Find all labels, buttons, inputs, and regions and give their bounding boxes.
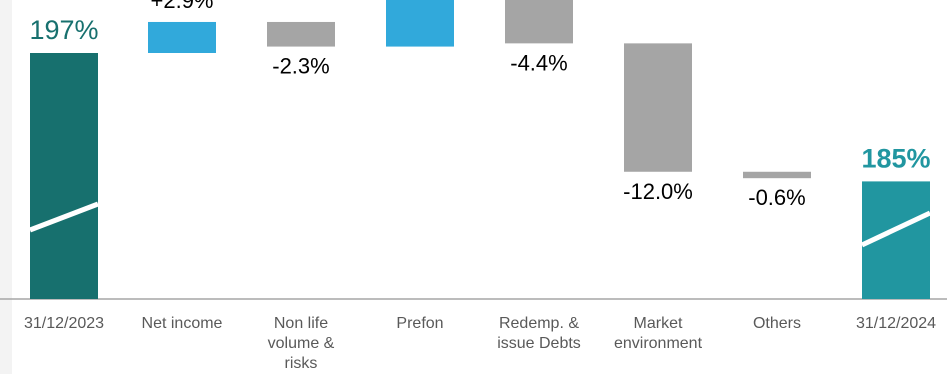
total-value-label-7: 185% [861,143,930,173]
delta-value-label-2: -2.3% [272,54,329,79]
delta-bar-4 [505,0,573,44]
axis-break-slash-7 [860,210,932,248]
delta-bar-5 [624,43,692,172]
delta-bar-2 [267,21,335,47]
axis-break-slash-0 [29,201,99,233]
category-label-6: Others [752,315,801,332]
total-bar-0 [30,53,98,299]
delta-bar-3 [386,0,454,47]
category-label-7: 31/12/2024 [855,315,937,332]
delta-bar-6 [743,171,811,179]
delta-value-label-6: -0.6% [748,185,805,210]
delta-value-label-5: -12.0% [623,179,693,204]
delta-value-label-1: +2.9% [151,0,214,13]
category-label-4: Redemp. & issue Debts [497,315,581,352]
left-margin-strip [0,0,12,374]
category-label-0: 31/12/2023 [23,315,105,332]
category-label-2: Non life volume & risks [267,315,335,372]
delta-value-label-4: -4.4% [510,50,567,75]
category-label-3: Prefon [396,315,444,332]
category-label-1: Net income [141,315,223,332]
category-label-5: Market environment [613,315,703,352]
delta-bar-1 [148,21,216,53]
total-value-label-0: 197% [29,15,98,45]
